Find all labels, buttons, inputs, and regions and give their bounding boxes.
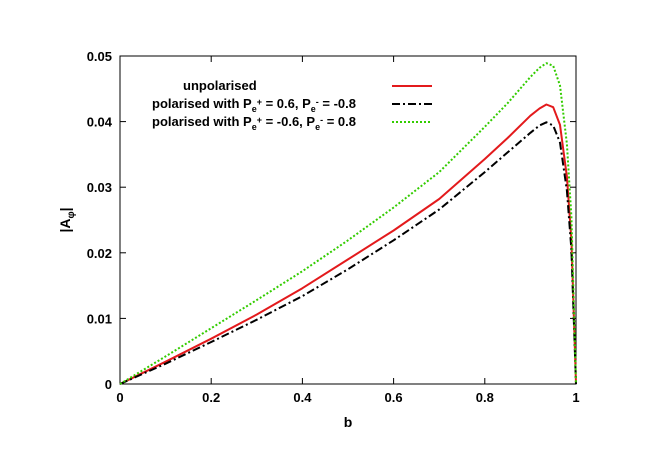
series-line-2 — [119, 62, 577, 385]
series-line-1 — [119, 121, 577, 385]
y-tick-label: 0.05 — [87, 49, 112, 64]
x-axis-title: b — [344, 414, 353, 430]
x-tick-label: 0.6 — [385, 390, 403, 405]
y-axis: 0 0.01 0.02 0.03 0.04 0.05 — [87, 49, 576, 392]
y-axis-title: |Aφ| — [57, 207, 77, 232]
x-tick-label: 1 — [572, 390, 579, 405]
y-tick-label: 0.03 — [87, 180, 112, 195]
y-tick-label: 0.02 — [87, 246, 112, 261]
x-tick-label: 0.8 — [476, 390, 494, 405]
x-tick-label: 0.4 — [293, 390, 312, 405]
legend-label-polarised-1: polarised with Pe+ = 0.6, Pe- = -0.8 — [152, 96, 356, 114]
x-tick-label: 0 — [116, 390, 123, 405]
y-tick-label: 0.04 — [87, 115, 113, 130]
x-axis: 0 0.2 0.4 0.6 0.8 1 — [116, 56, 580, 405]
series-line-0 — [119, 103, 577, 385]
plot-frame — [119, 55, 577, 385]
y-tick-label: 0 — [105, 377, 112, 392]
legend-label-polarised-2: polarised with Pe+ = -0.6, Pe- = 0.8 — [152, 114, 356, 132]
legend: unpolarised polarised with Pe+ = 0.6, Pe… — [152, 78, 432, 132]
y-tick-label: 0.01 — [87, 311, 112, 326]
series-group — [119, 62, 577, 385]
legend-label-unpolarised: unpolarised — [183, 78, 257, 93]
x-tick-label: 0.2 — [202, 390, 220, 405]
